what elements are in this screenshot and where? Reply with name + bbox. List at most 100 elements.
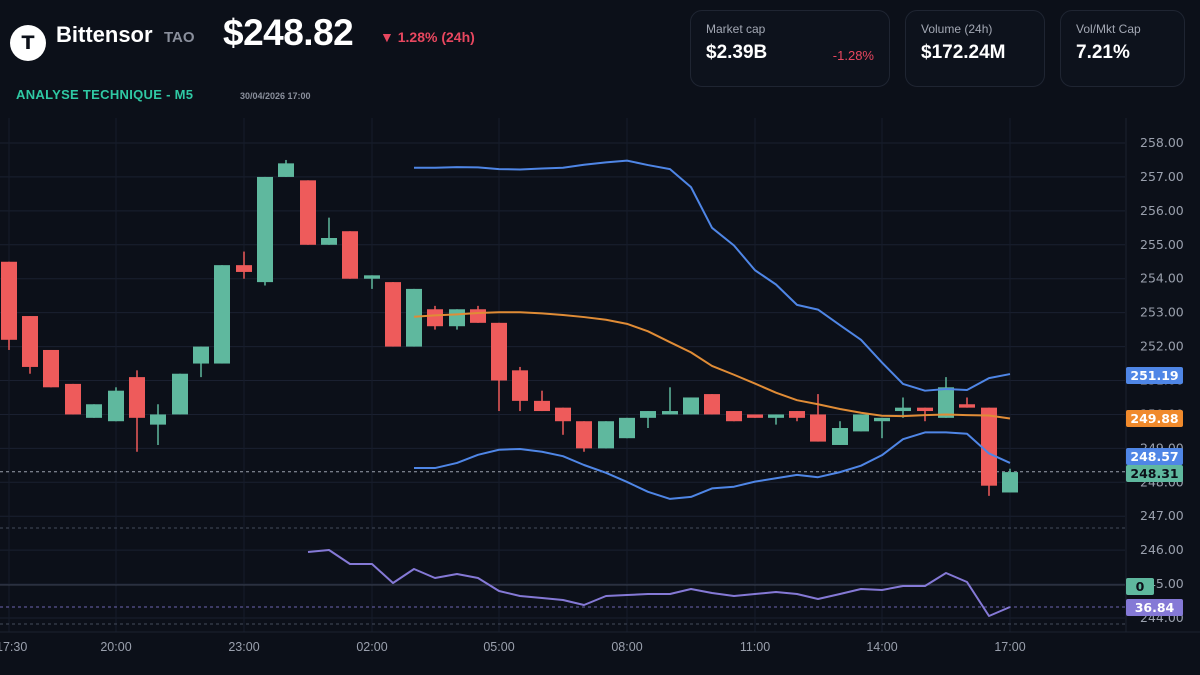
candle-up [598, 421, 614, 449]
rsi-indicator [307, 549, 1011, 617]
price-change-text: 1.28% (24h) [397, 29, 475, 45]
candle-up [768, 414, 784, 425]
section-title: ANALYSE TECHNIQUE - M5 [16, 87, 194, 102]
candle-up [172, 373, 188, 415]
candle-down [65, 383, 81, 415]
price-tick-label: 253.00 [1140, 305, 1184, 320]
candle-body [534, 400, 550, 412]
current-price: $248.82 [223, 12, 354, 53]
candle-up [406, 288, 422, 347]
price-tick-label: 257.00 [1140, 169, 1184, 184]
candle-body [874, 417, 890, 422]
time-tick-label: 14:00 [866, 640, 897, 654]
candle-body [491, 322, 507, 381]
candle-body [726, 411, 742, 422]
candle-up [449, 309, 465, 330]
candle-up [640, 411, 656, 429]
candle-down [236, 251, 252, 279]
candle-body [22, 316, 38, 367]
candle-body [640, 411, 656, 418]
rsi-line [307, 549, 1011, 617]
candle-down [1, 261, 17, 350]
axis-value-tag: 0 [1126, 578, 1154, 595]
candle-down [981, 407, 997, 496]
candle-down [491, 322, 507, 412]
candle-up [214, 265, 230, 364]
candle-body [427, 309, 443, 327]
candle-down [22, 316, 38, 374]
candle-body [789, 411, 805, 418]
stat-card-market-cap: Market cap $2.39B -1.28% [690, 10, 890, 87]
candle-body [150, 414, 166, 425]
candle-up [364, 275, 380, 289]
candle-body [86, 404, 102, 418]
candle-body [342, 231, 358, 279]
stat-value: $2.39B [706, 42, 768, 63]
candle-down [385, 282, 401, 347]
price-tick-label: 246.00 [1140, 542, 1184, 557]
candlestick-chart[interactable]: 258.00 257.00 256.00 255.00 254.00 253.00 252.… [0, 118, 1200, 675]
candle-body [768, 414, 784, 418]
candle-body [108, 390, 124, 422]
candle-body [576, 421, 592, 449]
axis-value-tag: 251.19 [1126, 367, 1183, 384]
candle-down [704, 394, 720, 415]
candle-down [43, 349, 59, 388]
candle-down [555, 407, 571, 435]
candle-down [726, 411, 742, 422]
candle-body [449, 309, 465, 327]
down-arrow-icon: ▼ [380, 29, 394, 45]
candle-body [512, 370, 528, 401]
candles [1, 159, 1018, 496]
price-tick-label: 252.00 [1140, 339, 1184, 354]
candle-down [427, 305, 443, 330]
candle-up [619, 417, 635, 439]
candle-body [300, 180, 316, 245]
candle-body [662, 411, 678, 415]
time-tick-label: 20:00 [100, 640, 131, 654]
bollinger-bands [413, 159, 1011, 500]
stat-label: Volume (24h) [921, 22, 993, 36]
candle-body [917, 407, 933, 412]
candle-up [683, 397, 699, 415]
candle-up [1002, 468, 1018, 493]
candle-up [853, 414, 869, 432]
stat-value: 7.21% [1076, 42, 1130, 63]
candle-body [257, 176, 273, 283]
price-change: ▼ 1.28% (24h) [380, 29, 475, 45]
price-tick-label: 258.00 [1140, 135, 1184, 150]
bittensor-logo-icon: T [10, 25, 46, 61]
axis-value-tag: 248.57 [1126, 448, 1183, 465]
candle-body [43, 349, 59, 388]
candle-down [300, 180, 316, 245]
time-tick-label: 02:00 [356, 640, 387, 654]
bb-middle-line [413, 311, 1011, 420]
candle-down [342, 231, 358, 279]
candle-down [747, 414, 763, 418]
candle-body [385, 282, 401, 347]
stat-card-volume: Volume (24h) $172.24M [905, 10, 1045, 87]
candle-body [1, 261, 17, 340]
candle-up [150, 404, 166, 445]
candle-up [108, 387, 124, 422]
candle-up [278, 159, 294, 177]
candle-body [683, 397, 699, 415]
time-axis[interactable]: 17:30 20:00 23:00 02:00 05:00 08:00 11:00 14:00… [0, 640, 1026, 654]
candle-body [704, 394, 720, 415]
candle-body [214, 265, 230, 364]
time-tick-label: 05:00 [483, 640, 514, 654]
price-tick-label: 256.00 [1140, 203, 1184, 218]
candle-body [236, 265, 252, 272]
axis-value-tag: 249.88 [1126, 410, 1183, 427]
candle-body [406, 288, 422, 347]
stat-change: -1.28% [832, 48, 874, 63]
candle-body [853, 414, 869, 432]
chart-timestamp: 30/04/2026 17:00 [240, 91, 311, 101]
candle-body [747, 414, 763, 418]
candle-body [959, 404, 975, 408]
candle-body [555, 407, 571, 422]
candle-up [662, 387, 678, 415]
stat-value: $172.24M [921, 42, 1006, 63]
candle-down [512, 366, 528, 412]
candle-body [65, 383, 81, 415]
